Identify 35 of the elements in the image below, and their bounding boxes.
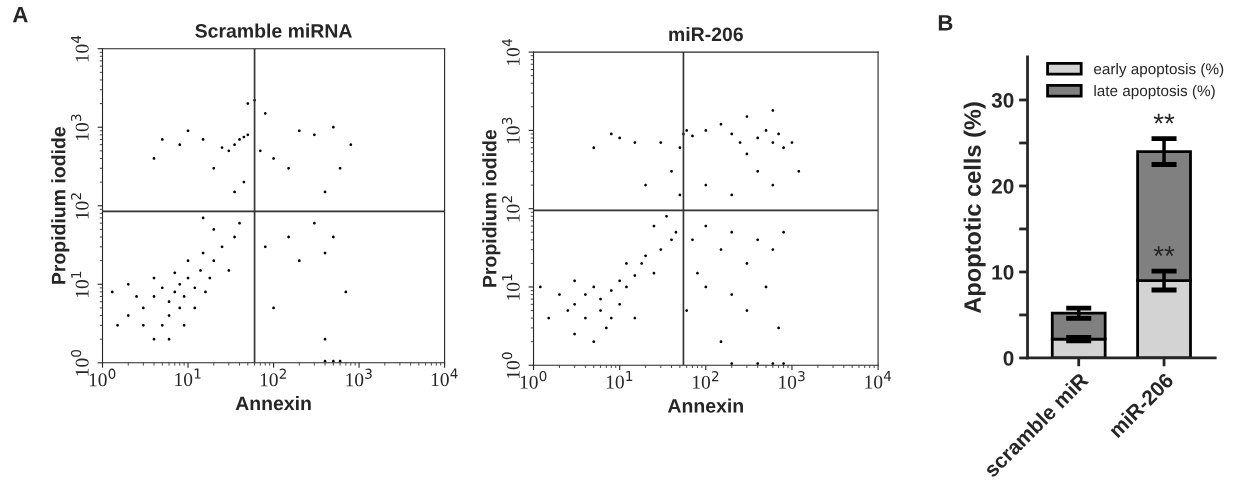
y-axis-title: Apoptotic cells (%)	[963, 102, 986, 314]
y-axis-title: Propidium iodide	[51, 127, 70, 284]
text: B	[938, 15, 953, 31]
legend-label: early apoptosis (%)	[1094, 63, 1224, 78]
annotation: **	[1153, 113, 1175, 124]
y-tick-label: 10$^{3}$	[70, 114, 89, 140]
x-tick-label: 10$^{0}$	[520, 371, 547, 389]
legend-label: late apoptosis (%)	[1094, 84, 1215, 100]
y-tick-label: 10$^{4}$	[502, 39, 520, 65]
y-tick-label: 10$^{2}$	[501, 196, 520, 222]
y-tick-label: 30	[991, 92, 1014, 108]
x-axis-title: Annexin	[235, 395, 311, 411]
y-tick-label: 10$^{4}$	[71, 35, 89, 62]
x-tick-label: 10$^{3}$	[346, 368, 372, 387]
y-axis-title: Propidium iodide	[482, 129, 501, 287]
y-tick-label: 20	[991, 178, 1014, 194]
y-tick-label: 10$^{2}$	[70, 193, 89, 219]
chart-title: miR-206	[669, 26, 743, 42]
x-tick-label: 10$^{4}$	[431, 368, 458, 387]
x-tick-label: 10$^{1}$	[175, 368, 201, 387]
x-axis-title: Annexin	[667, 398, 743, 413]
x-tick-label: 10$^{2}$	[260, 368, 286, 387]
x-tick-label: 10$^{2}$	[693, 371, 719, 389]
x-tick-label: 10$^{3}$	[779, 371, 805, 389]
x-tick-label: 10$^{0}$	[89, 368, 116, 387]
y-tick-label: 10$^{3}$	[501, 117, 520, 144]
y-tick-label: 10$^{1}$	[502, 274, 520, 300]
y-tick-label: 10$^{1}$	[71, 271, 89, 298]
x-tick-label: 10$^{1}$	[606, 371, 633, 389]
x-tick-label: 10$^{4}$	[865, 371, 892, 389]
annotation: **	[1153, 246, 1175, 256]
y-tick-label: 0	[1003, 350, 1014, 366]
y-tick-label: 10	[992, 264, 1014, 280]
text: A	[12, 6, 28, 23]
chart-title: Scramble miRNA	[195, 23, 352, 38]
